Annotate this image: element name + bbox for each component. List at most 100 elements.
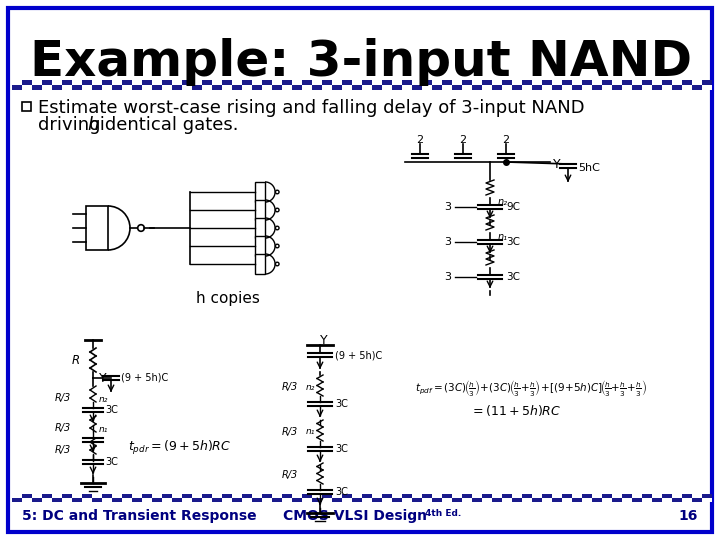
Bar [452, 498, 462, 502]
Text: R/3: R/3 [282, 427, 298, 437]
Bar [42, 80, 52, 85]
Bar [192, 85, 202, 90]
Bar [72, 85, 82, 90]
Bar [152, 494, 162, 498]
Bar [292, 85, 302, 90]
Bar [492, 494, 502, 498]
Text: Y: Y [99, 372, 107, 384]
Bar [255, 200, 265, 220]
Bar [52, 80, 62, 85]
Bar [332, 80, 342, 85]
Bar [62, 498, 72, 502]
Bar [562, 498, 572, 502]
Bar [652, 80, 662, 85]
Bar [642, 85, 652, 90]
Bar [342, 498, 352, 502]
Bar [402, 498, 412, 502]
Bar [642, 494, 652, 498]
Bar [682, 494, 692, 498]
Bar [292, 494, 302, 498]
Bar [482, 498, 492, 502]
Bar [332, 85, 342, 90]
Bar [502, 498, 512, 502]
Bar [12, 85, 22, 90]
Bar [322, 494, 332, 498]
Bar [22, 494, 32, 498]
Bar [222, 80, 232, 85]
Bar [262, 80, 272, 85]
Bar [672, 498, 682, 502]
Bar [382, 494, 392, 498]
Bar [112, 498, 122, 502]
Bar [612, 494, 622, 498]
Bar [362, 498, 372, 502]
Bar [232, 80, 242, 85]
Bar [192, 80, 202, 85]
Bar [86, 206, 108, 250]
Bar [392, 85, 402, 90]
Bar [692, 80, 702, 85]
Bar [252, 80, 262, 85]
Bar [502, 494, 512, 498]
Bar [432, 498, 442, 502]
Bar [422, 494, 432, 498]
Text: 3: 3 [444, 237, 451, 247]
Bar [702, 494, 712, 498]
Bar [132, 85, 142, 90]
Text: 5hC: 5hC [578, 163, 600, 173]
Bar [92, 85, 102, 90]
Bar [52, 85, 62, 90]
Bar [642, 498, 652, 502]
Bar [592, 85, 602, 90]
Bar [252, 494, 262, 498]
Bar [12, 494, 708, 502]
Text: n₁: n₁ [498, 232, 508, 242]
Bar [182, 85, 192, 90]
Bar [442, 494, 452, 498]
Bar [52, 494, 62, 498]
Bar [562, 494, 572, 498]
Bar [192, 498, 202, 502]
Text: 3C: 3C [506, 237, 520, 247]
Bar [312, 85, 322, 90]
Bar [242, 498, 252, 502]
Bar [362, 85, 372, 90]
Bar [552, 80, 562, 85]
Circle shape [276, 262, 279, 266]
Bar [102, 494, 112, 498]
Circle shape [276, 226, 279, 230]
Bar [382, 85, 392, 90]
Bar [202, 494, 212, 498]
Text: n₂: n₂ [99, 395, 109, 404]
Bar [92, 498, 102, 502]
Bar [562, 85, 572, 90]
Bar [612, 498, 622, 502]
Bar [402, 85, 412, 90]
Bar [152, 498, 162, 502]
Text: identical gates.: identical gates. [94, 116, 238, 134]
Bar [312, 494, 322, 498]
Bar [632, 85, 642, 90]
Text: 3C: 3C [335, 399, 348, 409]
Bar [162, 85, 172, 90]
Bar [472, 85, 482, 90]
Bar [392, 80, 402, 85]
Bar [162, 494, 172, 498]
Bar [302, 85, 312, 90]
Bar [522, 498, 532, 502]
Text: R/3: R/3 [282, 382, 298, 392]
Bar [622, 498, 632, 502]
Bar [202, 498, 212, 502]
Bar [672, 494, 682, 498]
Bar [632, 494, 642, 498]
Text: R/3: R/3 [55, 393, 71, 403]
Bar [442, 498, 452, 502]
Bar [162, 80, 172, 85]
Bar [692, 85, 702, 90]
Bar [82, 494, 92, 498]
Text: $t_{pdf} = (3C)\!\left(\frac{h}{3}\right)\!+\!(3C)\!\left(\frac{h}{3}\!+\!\frac{: $t_{pdf} = (3C)\!\left(\frac{h}{3}\right… [415, 378, 647, 398]
Bar [255, 236, 265, 256]
Bar [582, 494, 592, 498]
Bar [282, 80, 292, 85]
Text: (9 + 5h)C: (9 + 5h)C [121, 373, 168, 383]
